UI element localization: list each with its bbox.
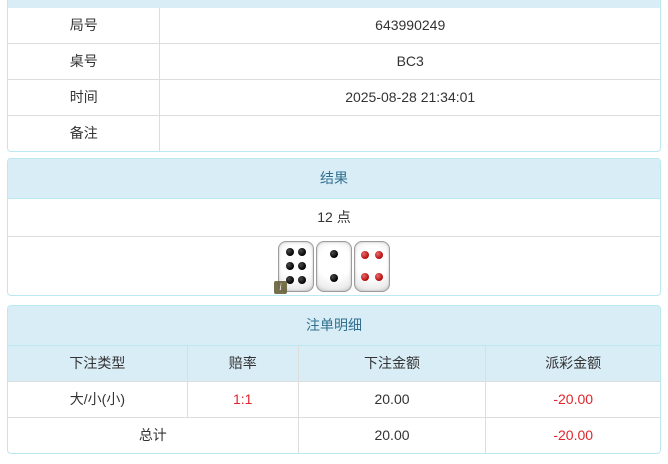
payout-amount-cell: -20.00 (485, 381, 660, 418)
col-odds: 赔率 (186, 345, 299, 382)
dice-row: i (8, 237, 660, 295)
die-pip (360, 273, 369, 282)
bets-table: 下注类型 赔率 下注金额 派彩金额 大/小(小) 1:1 20.00 -20.0… (8, 345, 660, 453)
time-row: 时间 2025-08-28 21:34:01 (8, 79, 660, 116)
bet-type-cell: 大/小(小) (8, 381, 188, 418)
game-info-heading-clipped (8, 0, 660, 8)
result-panel: 结果 12 点 i (7, 158, 661, 296)
time-label: 时间 (8, 79, 161, 116)
total-row: 总计 20.00 -20.00 (8, 417, 660, 453)
game-info-panel: 局号 643990249 桌号 BC3 时间 2025-08-28 21:34:… (7, 0, 661, 152)
bets-header-row: 下注类型 赔率 下注金额 派彩金额 (8, 345, 660, 382)
total-label-cell: 总计 (8, 417, 299, 453)
bet-detail-page: 局号 643990249 桌号 BC3 时间 2025-08-28 21:34:… (7, 0, 661, 454)
die-pip (298, 275, 307, 284)
remark-row: 备注 (8, 115, 660, 151)
remark-label: 备注 (8, 115, 161, 151)
die-pip (285, 248, 294, 257)
bet-row: 大/小(小) 1:1 20.00 -20.00 (8, 381, 660, 418)
die-pip (375, 250, 384, 259)
result-panel-title: 结果 (8, 159, 660, 199)
info-icon[interactable]: i (274, 280, 287, 294)
dice-strip: i (274, 240, 390, 294)
die-pip (330, 250, 338, 259)
die-4 (354, 240, 390, 292)
col-payout-amount: 派彩金额 (485, 345, 660, 382)
die-pip (375, 273, 384, 282)
die-pip (285, 275, 294, 284)
die-pip (360, 250, 369, 259)
remark-value (159, 115, 660, 151)
result-points: 12 点 (8, 199, 660, 237)
total-bet-amount-cell: 20.00 (297, 417, 487, 453)
game-info-table: 局号 643990249 桌号 BC3 时间 2025-08-28 21:34:… (8, 7, 660, 151)
bet-amount-cell: 20.00 (297, 381, 487, 418)
table-id-row: 桌号 BC3 (8, 43, 660, 80)
total-payout-amount-cell: -20.00 (485, 417, 660, 453)
die-pip (330, 273, 338, 282)
bets-panel: 注单明细 下注类型 赔率 下注金额 派彩金额 大/小(小) 1:1 20.00 … (7, 305, 661, 454)
die-6: i (274, 240, 314, 294)
game-id-label: 局号 (8, 7, 161, 44)
die-pip (285, 262, 294, 270)
odds-cell: 1:1 (186, 381, 299, 418)
table-id-value: BC3 (159, 43, 660, 80)
col-bet-type: 下注类型 (8, 345, 188, 382)
game-id-value: 643990249 (159, 7, 660, 44)
col-bet-amount: 下注金额 (297, 345, 487, 382)
time-value: 2025-08-28 21:34:01 (159, 79, 660, 116)
table-id-label: 桌号 (8, 43, 161, 80)
die-pip (298, 248, 307, 257)
bets-panel-title: 注单明细 (8, 306, 660, 346)
die-2 (316, 240, 352, 292)
game-id-row: 局号 643990249 (8, 7, 660, 44)
die-pip (298, 262, 307, 270)
